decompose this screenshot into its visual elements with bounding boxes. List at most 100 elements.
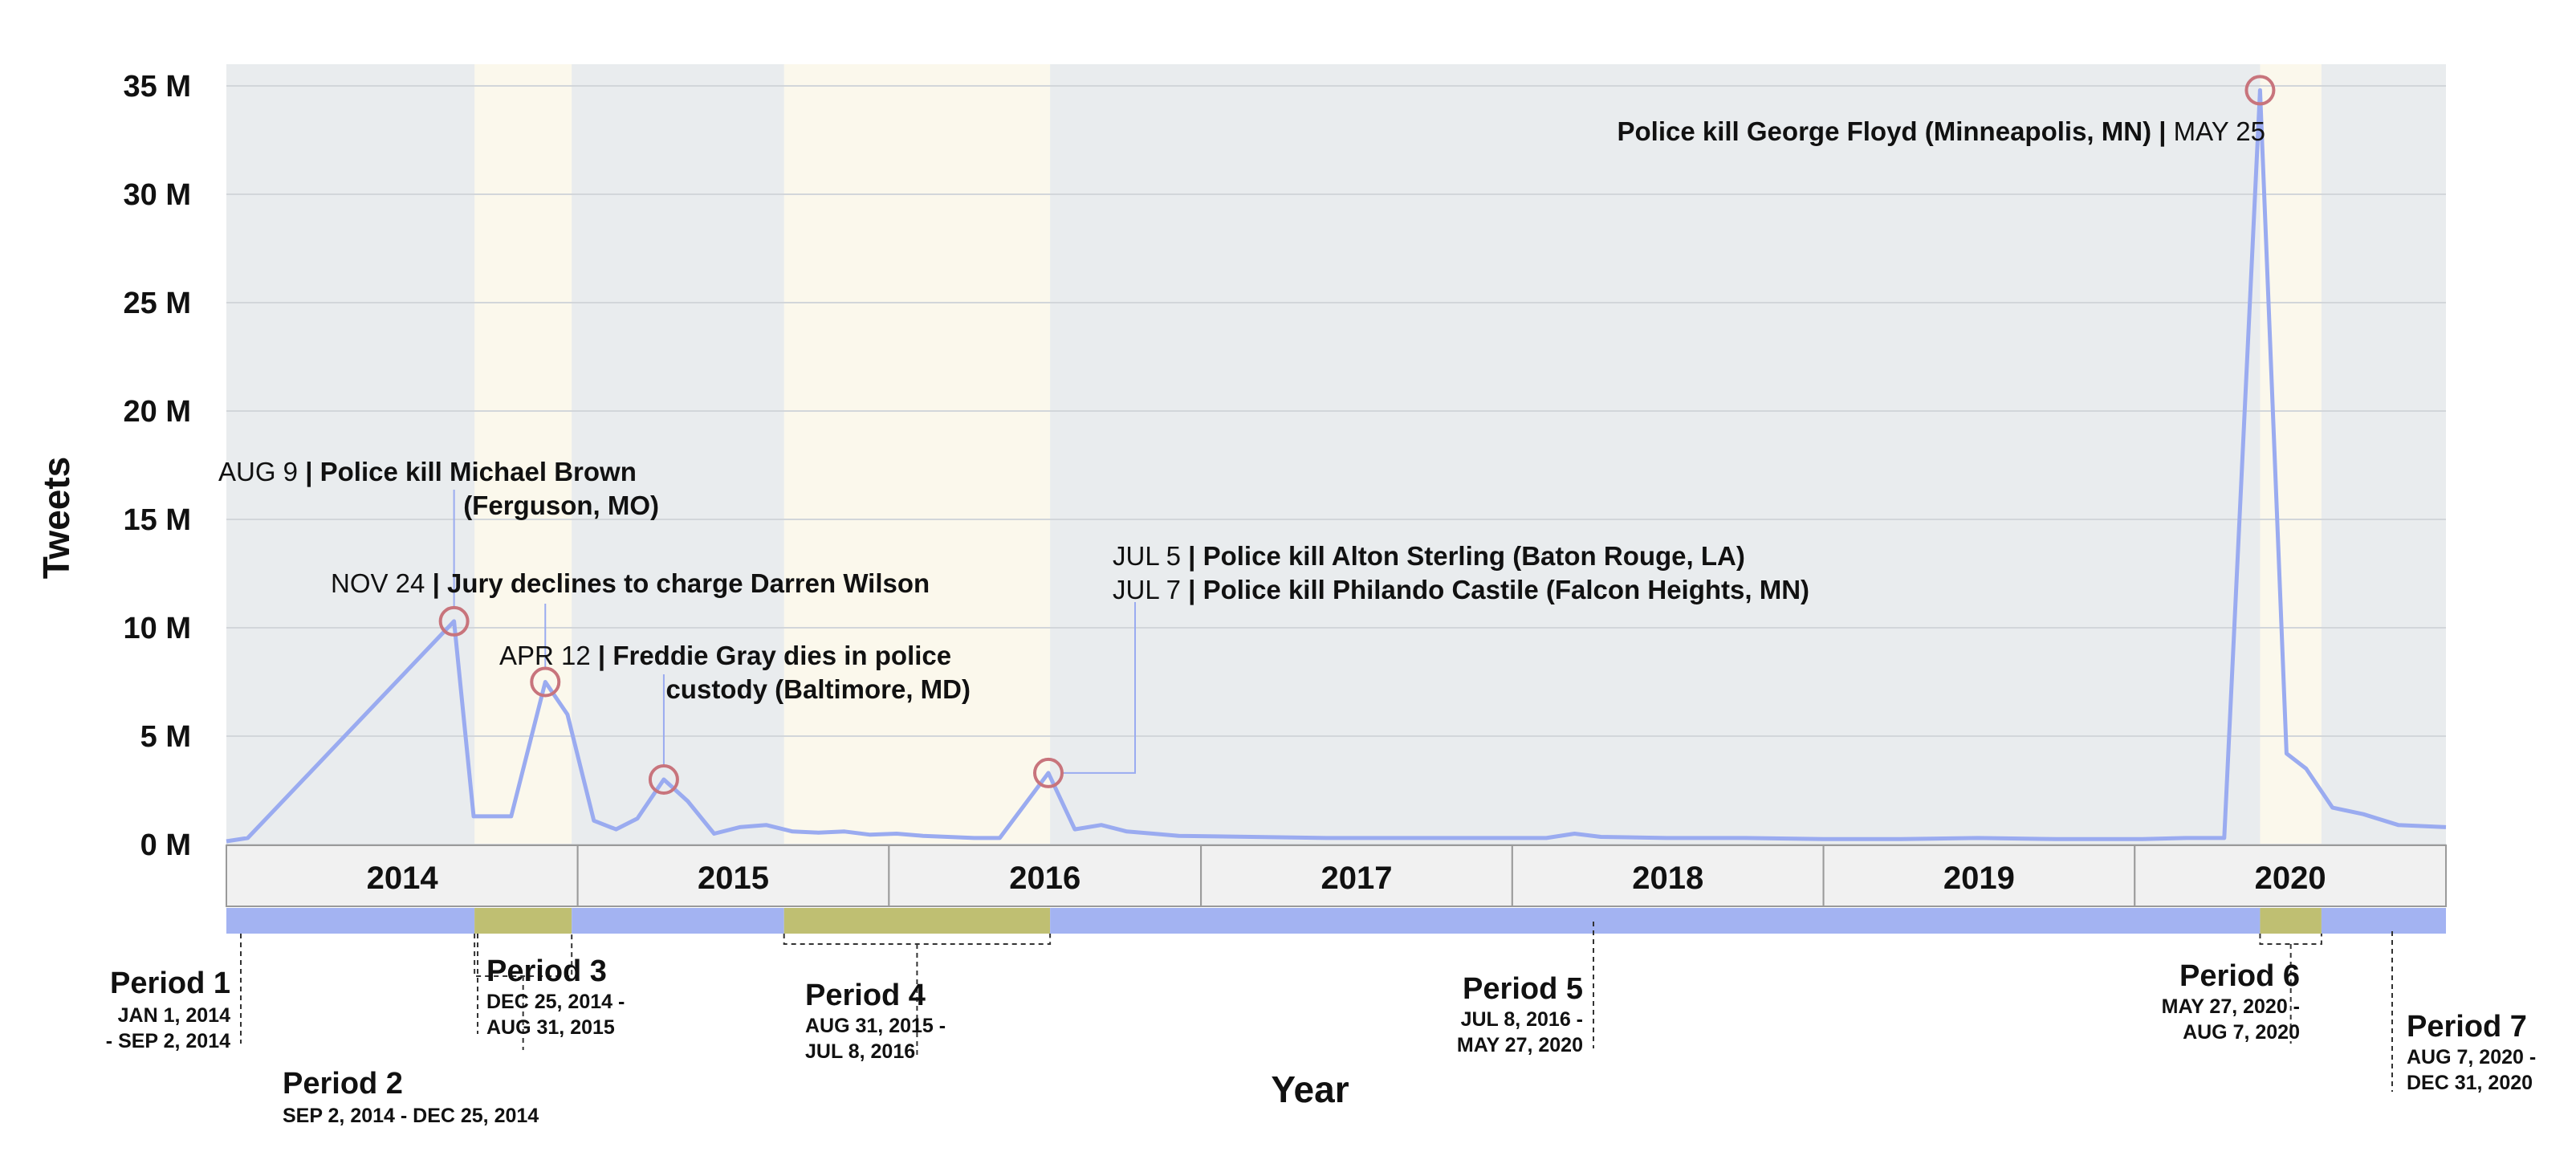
event-annotation: JUL 5 | Police kill Alton Sterling (Bato… (1113, 541, 1745, 571)
period-range: DEC 31, 2020 (2407, 1072, 2533, 1094)
period-range: - SEP 2, 2014 (106, 1030, 230, 1052)
period-band-4 (783, 64, 1051, 845)
year-box (1200, 845, 1513, 907)
event-annotation: AUG 9 | Police kill Michael Brown (218, 457, 637, 486)
period-segment-1 (226, 908, 475, 934)
peak-marker (648, 764, 679, 795)
y-tick-label: 35 M (124, 70, 191, 104)
period-range: AUG 31, 2015 - (805, 1015, 946, 1037)
annotation-text: Jury declines to charge Darren Wilson (447, 568, 930, 598)
event-annotation: JUL 7 | Police kill Philando Castile (Fa… (1113, 575, 1809, 604)
peak-markers (438, 75, 2276, 795)
annotation-separator: | (2159, 116, 2173, 146)
period-name: Period 3 (486, 954, 607, 988)
peak-marker (438, 605, 470, 637)
period-segment-5 (1050, 908, 2261, 934)
year-label: 2017 (1321, 861, 1393, 896)
period-band-2 (474, 64, 572, 845)
peak-marker (2244, 75, 2276, 106)
event-annotations: AUG 9 | Police kill Michael Brown (Fergus… (218, 116, 2265, 704)
annotation-text: Police kill Philando Castile (Falcon Hei… (1203, 575, 1809, 604)
period-name: Period 5 (1463, 972, 1583, 1006)
period-range: AUG 31, 2015 (486, 1016, 615, 1039)
annotation-text: Police kill George Floyd (Minneapolis, M… (1617, 116, 2159, 146)
year-label: 2014 (367, 861, 439, 896)
y-axis-title: Tweets (35, 457, 77, 580)
annotation-date: JUL 7 (1113, 575, 1188, 604)
year-box (1822, 845, 2136, 907)
leader-line (1061, 602, 1136, 774)
year-label: 2015 (698, 861, 769, 896)
year-label: 2016 (1009, 861, 1080, 896)
period-range: DEC 25, 2014 - (486, 991, 625, 1013)
annotation-separator: | (598, 641, 612, 670)
period-connector (783, 934, 1052, 945)
period-range: JUL 8, 2016 (805, 1040, 915, 1063)
year-box (2134, 845, 2448, 907)
period-name: Period 2 (283, 1067, 403, 1101)
y-axis-ticks: 0 M 5 M 10 M 15 M 20 M 25 M 30 M 35 M (124, 70, 191, 862)
annotation-date: NOV 24 (331, 568, 433, 598)
annotation-separator: | (433, 568, 447, 598)
annotation-continuation: (Ferguson, MO) (463, 490, 659, 520)
event-annotation: NOV 24 | Jury declines to charge Darren … (331, 568, 930, 598)
period-labels: Period 1 JAN 1, 2014 - SEP 2, 2014 Period 2… (106, 922, 2536, 1127)
event-annotation: Police kill George Floyd (Minneapolis, M… (1617, 116, 2265, 146)
period-segment-4 (783, 908, 1051, 934)
y-tick-label: 5 M (140, 720, 191, 754)
event-annotation: APR 12 | Freddie Gray dies in police (499, 641, 951, 670)
annotation-date: JUL 5 (1113, 541, 1188, 571)
y-tick-label: 10 M (124, 612, 191, 645)
annotation-line: JUL 7 | Police kill Philando Castile (Fa… (1113, 575, 1809, 604)
y-tick-label: 20 M (124, 395, 191, 429)
year-label: 2018 (1632, 861, 1703, 896)
peak-marker (530, 666, 561, 698)
y-tick-label: 30 M (124, 178, 191, 212)
year-box (226, 845, 579, 907)
period-bar (226, 908, 2446, 934)
annotation-date: MAY 25 (2174, 116, 2265, 146)
annotation-line: APR 12 | Freddie Gray dies in police (499, 641, 951, 670)
period-name: Period 4 (805, 979, 926, 1012)
period-segment-7 (2321, 908, 2446, 934)
period-connector (2259, 934, 2322, 945)
year-label: 2020 (2255, 861, 2326, 896)
period-name: Period 6 (2179, 959, 2300, 993)
year-axis-boxes: 2014 2015 2016 2017 2018 2019 2020 (226, 845, 2448, 907)
year-box (576, 845, 890, 907)
peak-marker (1032, 757, 1064, 788)
x-axis-title: Year (1271, 1068, 1349, 1110)
period-segment-3 (572, 908, 784, 934)
y-tick-label: 0 M (140, 828, 191, 862)
year-box (888, 845, 1203, 907)
annotation-line: AUG 9 | Police kill Michael Brown (218, 457, 637, 486)
annotation-separator: | (1188, 541, 1203, 571)
annotation-line: JUL 5 | Police kill Alton Sterling (Bato… (1113, 541, 1745, 571)
period-range: JAN 1, 2014 (118, 1004, 230, 1027)
period-range: JUL 8, 2016 - (1461, 1008, 1583, 1031)
year-label: 2019 (1943, 861, 2015, 896)
period-band-6 (2260, 64, 2322, 845)
tweets-line (226, 88, 2447, 844)
annotation-text: Police kill Michael Brown (320, 457, 637, 486)
period-range: AUG 7, 2020 - (2407, 1046, 2536, 1068)
annotation-continuation: custody (Baltimore, MD) (665, 674, 971, 704)
annotation-text: Police kill Alton Sterling (Baton Rouge,… (1203, 541, 1745, 571)
period-segment-6 (2260, 908, 2322, 934)
annotation-separator: | (1188, 575, 1203, 604)
period-name: Period 7 (2407, 1010, 2527, 1044)
annotation-separator: | (305, 457, 319, 486)
annotation-date: AUG 9 (218, 457, 305, 486)
annotation-date: APR 12 (499, 641, 598, 670)
annotation-text: Freddie Gray dies in police (612, 641, 951, 670)
period-range: SEP 2, 2014 - DEC 25, 2014 (283, 1105, 539, 1127)
period-range: MAY 27, 2020 (1457, 1034, 1583, 1056)
period-background-bands (226, 64, 2446, 845)
period-name: Period 1 (110, 967, 230, 1000)
period-range: MAY 27, 2020 - (2162, 995, 2300, 1018)
annotation-leader-lines (453, 490, 1136, 774)
period-segment-2 (474, 908, 572, 934)
annotation-line: NOV 24 | Jury declines to charge Darren … (331, 568, 930, 598)
tweets-series (226, 88, 2447, 844)
